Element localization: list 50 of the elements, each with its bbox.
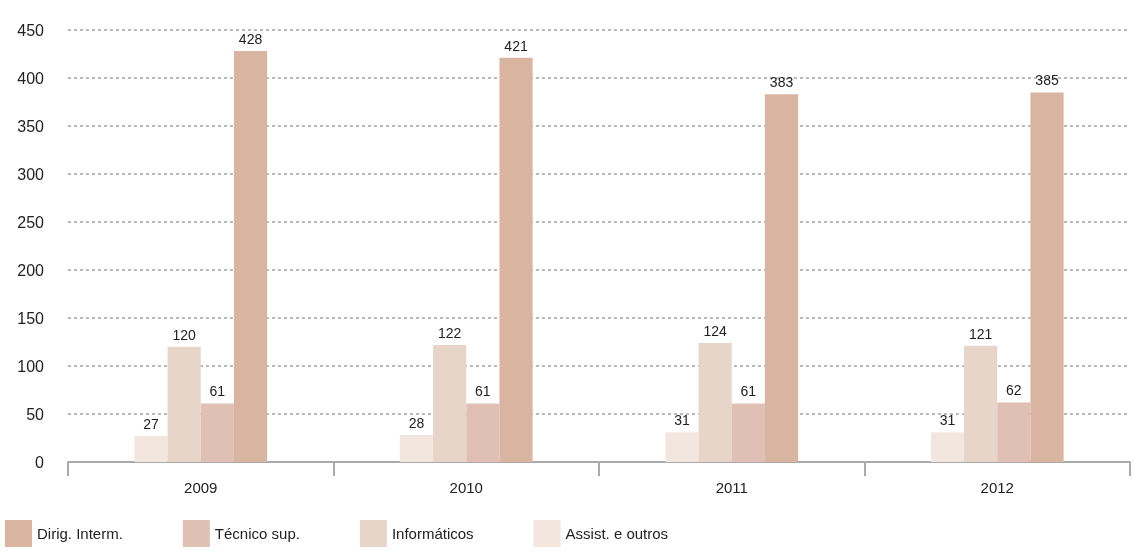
data-label: 121: [968, 325, 993, 342]
data-label: 31: [939, 412, 956, 429]
y-tick-label: 100: [17, 357, 45, 375]
data-label: 61: [740, 383, 757, 400]
legend-label: Técnico sup.: [214, 525, 300, 542]
data-label: 62: [1006, 382, 1022, 399]
legend-label: Dirig. Interm.: [37, 525, 123, 542]
data-label: 61: [209, 383, 226, 400]
data-label: 120: [172, 326, 197, 343]
bar: [200, 403, 234, 462]
bar: [997, 402, 1031, 462]
bar: [698, 342, 732, 462]
bar: [233, 51, 268, 462]
data-label: 383: [769, 74, 794, 91]
bar: [764, 94, 799, 462]
x-tick-label: 2009: [184, 479, 218, 496]
y-tick-label: 450: [17, 21, 45, 39]
data-label: 31: [674, 412, 690, 429]
data-label: 28: [408, 415, 425, 432]
y-tick-label: 150: [17, 309, 45, 327]
bar: [433, 344, 467, 462]
bar: [1030, 92, 1064, 462]
bar: [731, 403, 765, 462]
y-tick-label: 300: [17, 165, 45, 183]
x-tick-label: 2011: [715, 479, 748, 496]
data-label: 385: [1035, 72, 1059, 89]
data-label: 428: [238, 31, 263, 48]
y-tick-label: 350: [17, 117, 45, 135]
y-tick-label: 50: [26, 405, 45, 423]
x-tick-label: 2010: [449, 479, 483, 496]
bar: [964, 345, 998, 462]
y-tick-label: 400: [17, 69, 45, 87]
bar: [466, 403, 500, 462]
legend-label: Informáticos: [391, 525, 474, 542]
bar: [399, 435, 434, 462]
bar: [930, 432, 965, 462]
legend-label: Assist. e outros: [565, 525, 669, 542]
y-tick-label: 250: [17, 213, 45, 231]
data-label: 124: [703, 322, 728, 339]
data-label: 122: [437, 324, 462, 341]
bar: [499, 57, 533, 462]
data-label: 27: [143, 416, 159, 433]
x-tick-label: 2012: [980, 479, 1014, 496]
y-tick-label: 0: [35, 453, 45, 471]
y-tick-label: 200: [17, 261, 45, 279]
bar: [665, 432, 699, 462]
bar: [167, 346, 201, 462]
data-label: 421: [504, 37, 528, 54]
bar: [134, 436, 168, 462]
data-label: 61: [475, 383, 491, 400]
